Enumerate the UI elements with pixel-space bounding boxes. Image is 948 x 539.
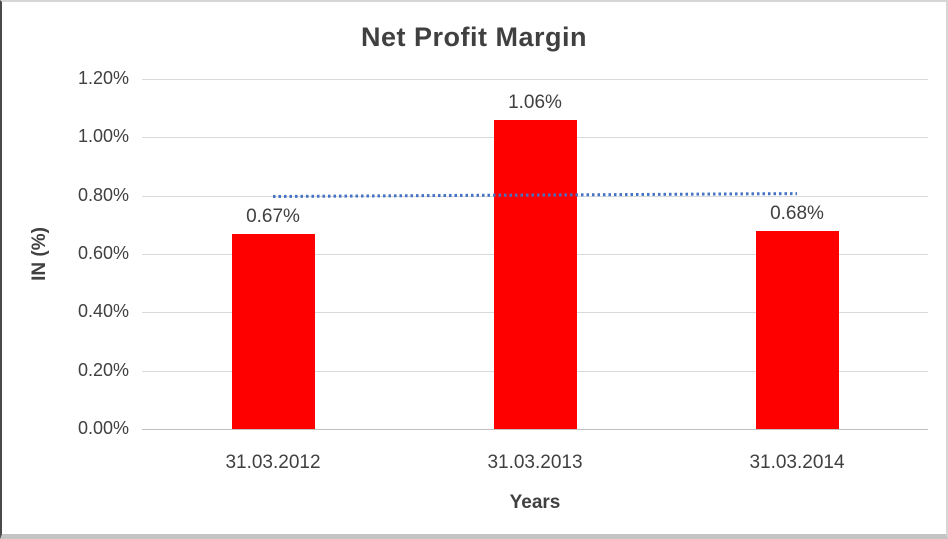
y-tick-label: 0.00% [77,418,129,438]
x-tick-label: 31.03.2012 [225,452,321,473]
x-tick-label: 31.03.2013 [487,452,583,473]
y-tick-label: 0.60% [77,243,129,263]
x-axis-title: Years [509,492,561,513]
x-axis-line [142,429,928,430]
bar-31.03.2013 [493,119,577,429]
data-label: 0.67% [246,205,300,227]
chart-title: Net Profit Margin [360,22,587,52]
y-tick-label: 1.00% [77,126,129,147]
y-tick-label: 0.80% [77,184,129,205]
gridline [142,79,928,80]
data-label: 1.06% [508,91,562,113]
y-tick-label: 0.20% [77,359,129,380]
y-tick-label: 1.20% [77,68,129,88]
data-label: 0.68% [770,202,824,224]
x-tick-label: 31.03.2014 [749,452,845,473]
bar-31.03.2012 [231,233,315,429]
bar-31.03.2014 [755,230,839,429]
y-tick-label: 0.40% [77,301,129,322]
